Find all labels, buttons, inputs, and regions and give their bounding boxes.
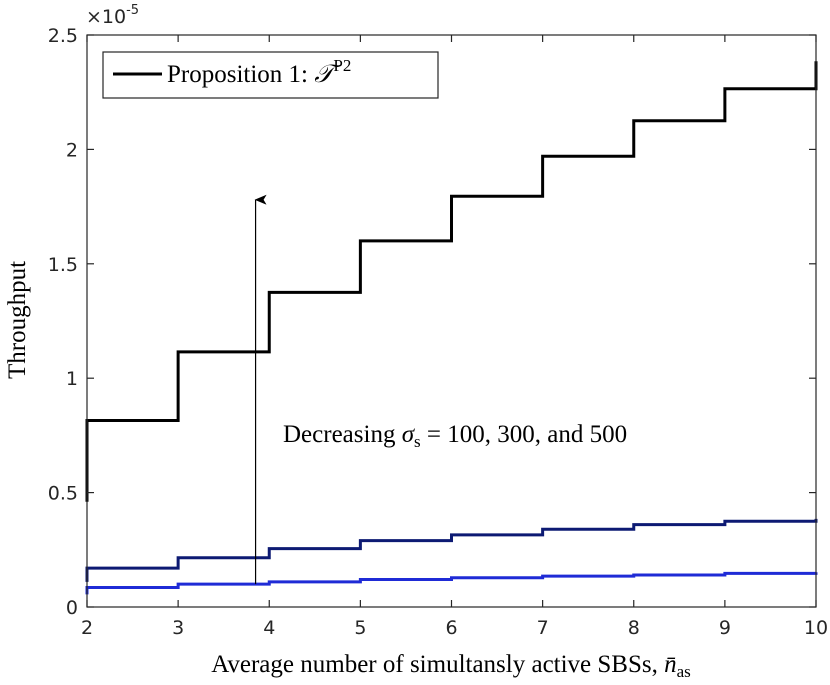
series-line-2	[85, 518, 818, 582]
y-axis-label: Throughput	[4, 261, 31, 379]
x-tick-label: 3	[172, 617, 184, 639]
x-tick-label: 7	[537, 617, 549, 639]
y-axis-ticks: 0 0.5 1 1.5 2 2.5	[48, 25, 816, 619]
x-tick-label: 6	[445, 617, 457, 639]
y-exponent: ×10-5	[86, 3, 139, 28]
legend: Proposition 1: 𝒯P2	[102, 51, 439, 99]
y-tick-label: 0.5	[48, 483, 78, 505]
y-tick-label: 2.5	[48, 25, 78, 47]
series-line-1	[85, 61, 818, 502]
x-axis-label: Average number of simultansly active SBS…	[211, 651, 691, 681]
series-layer	[85, 61, 818, 595]
y-tick-label: 1	[66, 368, 78, 390]
annotation-text: Decreasing σs = 100, 300, and 500	[283, 421, 627, 451]
y-tick-label: 1.5	[48, 254, 78, 276]
x-tick-label: 4	[263, 617, 275, 639]
x-tick-label: 2	[81, 617, 93, 639]
x-tick-label: 10	[804, 617, 828, 639]
y-tick-label: 0	[66, 597, 78, 619]
series-line-3	[85, 571, 818, 595]
x-tick-label: 5	[354, 617, 366, 639]
x-tick-label: 9	[719, 617, 731, 639]
x-axis-ticks: 2 3 4 5 6 7 8 9 10	[81, 35, 828, 639]
legend-label: Proposition 1: 𝒯P2	[167, 56, 351, 88]
x-tick-label: 8	[628, 617, 640, 639]
y-tick-label: 2	[66, 139, 78, 161]
